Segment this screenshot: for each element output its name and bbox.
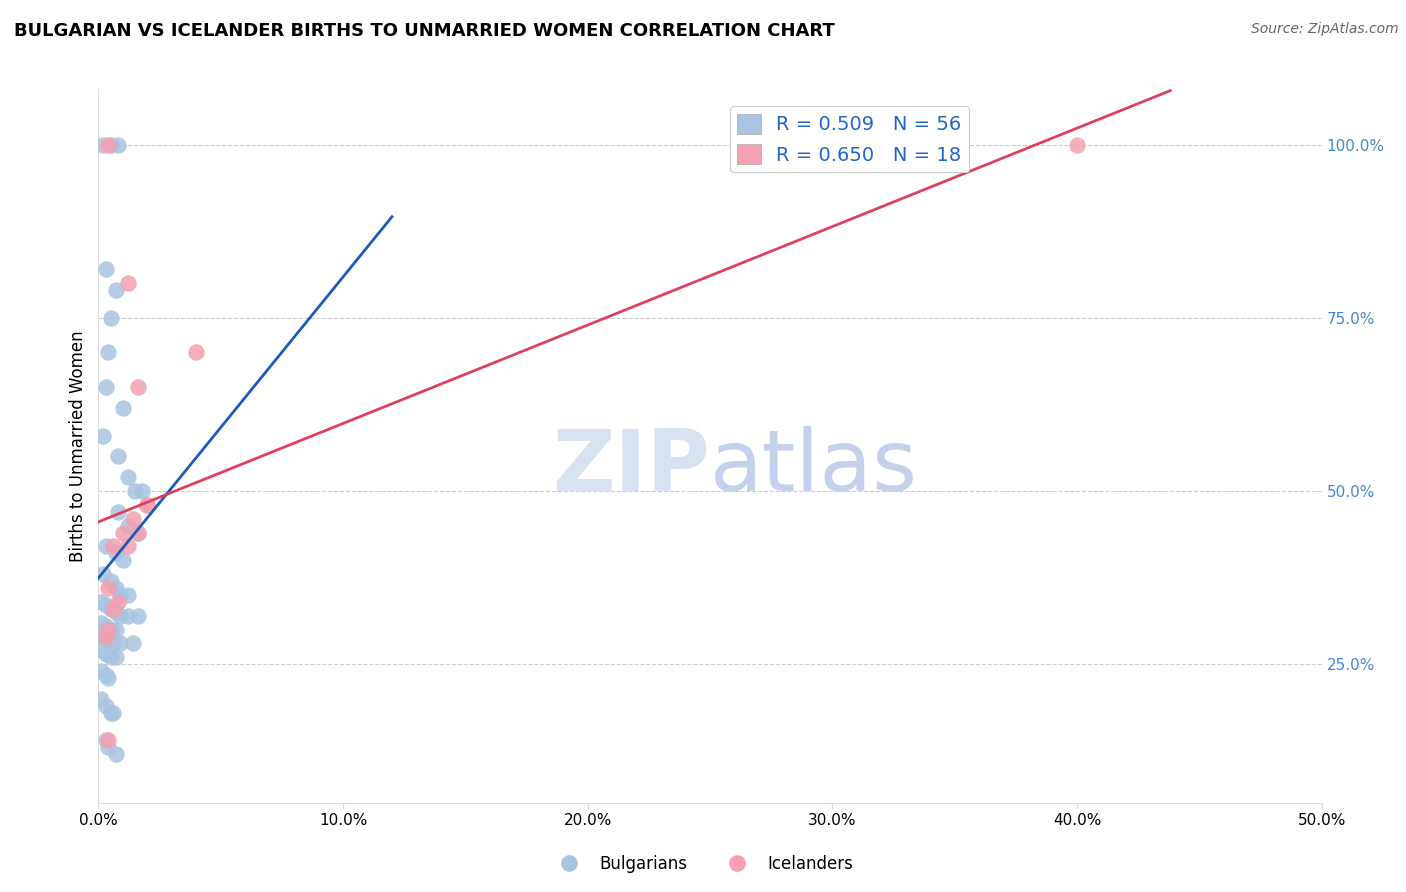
Point [136, 498, 159, 512]
Text: BULGARIAN VS ICELANDER BIRTHS TO UNMARRIED WOMEN CORRELATION CHART: BULGARIAN VS ICELANDER BIRTHS TO UNMARRI… [14, 22, 835, 40]
Point [104, 546, 127, 560]
Point [104, 581, 127, 595]
Point [100, 137, 122, 152]
Point [94, 698, 117, 713]
Point [101, 602, 124, 616]
Point [90, 643, 112, 657]
Point [127, 525, 149, 540]
Point [100, 623, 122, 637]
Point [91, 630, 114, 644]
Point [117, 518, 139, 533]
Point [91, 428, 114, 442]
Point [97, 632, 120, 647]
Point [97, 733, 120, 747]
Point [90, 595, 112, 609]
Point [111, 525, 134, 540]
Point [121, 636, 143, 650]
Point [97, 581, 120, 595]
Point [104, 283, 127, 297]
Point [117, 588, 139, 602]
Point [1066, 137, 1088, 152]
Point [131, 483, 153, 498]
Point [91, 567, 114, 582]
Text: atlas: atlas [710, 425, 918, 509]
Point [136, 498, 159, 512]
Point [124, 483, 146, 498]
Point [90, 615, 112, 630]
Point [97, 671, 120, 685]
Point [97, 345, 120, 359]
Point [100, 574, 122, 588]
Point [104, 747, 127, 762]
Point [90, 691, 112, 706]
Point [91, 137, 114, 152]
Point [117, 608, 139, 623]
Point [94, 647, 117, 661]
Point [111, 553, 134, 567]
Point [97, 623, 120, 637]
Point [101, 636, 124, 650]
Point [111, 401, 134, 415]
Point [97, 740, 120, 755]
Point [117, 470, 139, 484]
Point [110, 636, 132, 650]
Point [90, 626, 112, 640]
Point [101, 540, 124, 554]
Legend: R = 0.509   N = 56, R = 0.650   N = 18: R = 0.509 N = 56, R = 0.650 N = 18 [730, 106, 969, 172]
Point [94, 619, 117, 633]
Point [107, 450, 129, 464]
Point [107, 505, 129, 519]
Point [100, 650, 122, 665]
Point [100, 706, 122, 720]
Point [101, 706, 124, 720]
Point [107, 595, 129, 609]
Point [94, 733, 117, 747]
Point [94, 262, 117, 277]
Text: Source: ZipAtlas.com: Source: ZipAtlas.com [1251, 22, 1399, 37]
Point [127, 608, 149, 623]
Point [104, 623, 127, 637]
Y-axis label: Births to Unmarried Women: Births to Unmarried Women [69, 330, 87, 562]
Point [104, 650, 127, 665]
Point [117, 276, 139, 290]
Point [121, 512, 143, 526]
Point [127, 525, 149, 540]
Point [94, 630, 117, 644]
Point [100, 602, 122, 616]
Point [117, 540, 139, 554]
Point [94, 380, 117, 394]
Point [100, 310, 122, 325]
Point [127, 380, 149, 394]
Point [104, 605, 127, 619]
Point [94, 599, 117, 613]
Point [110, 588, 132, 602]
Text: ZIP: ZIP [553, 425, 710, 509]
Point [94, 540, 117, 554]
Point [97, 137, 120, 152]
Legend: Bulgarians, Icelanders: Bulgarians, Icelanders [546, 848, 860, 880]
Point [186, 345, 208, 359]
Point [107, 137, 129, 152]
Point [90, 664, 112, 678]
Point [94, 667, 117, 681]
Point [110, 608, 132, 623]
